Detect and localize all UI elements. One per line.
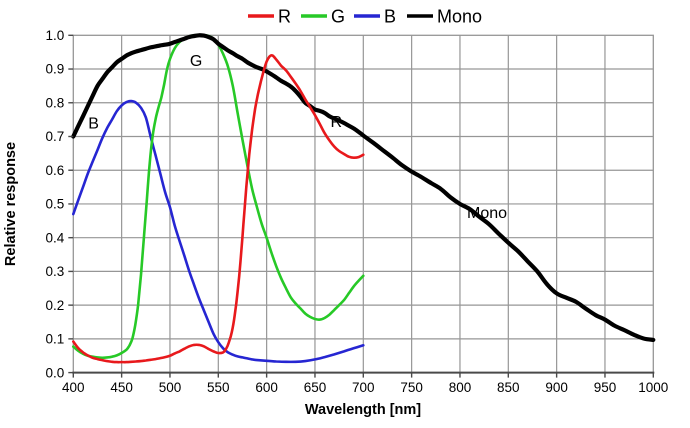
x-axis-title: Wavelength [nm]: [305, 402, 421, 418]
x-tick-label: 750: [400, 380, 423, 395]
ticks-layer: 400 450 500 550 600 650 700 750 800 850 900 950 1000…: [46, 28, 669, 395]
series-mono-curve: [71, 33, 656, 342]
x-tick-label: 950: [594, 380, 617, 395]
y-tick-label: 0.7: [46, 129, 65, 144]
y-tick-label: 0.4: [46, 230, 65, 245]
legend-item-r: R: [248, 7, 291, 27]
x-tick-label: 550: [207, 380, 230, 395]
legend-label-r: R: [278, 7, 291, 27]
x-tick-label: 700: [352, 380, 375, 395]
legend-item-b: B: [354, 7, 396, 27]
y-tick-label: 0.2: [46, 298, 65, 313]
legend-label-g: G: [331, 7, 345, 27]
y-tick-label: 0.8: [46, 95, 65, 110]
x-tick-label: 450: [110, 380, 133, 395]
curve-label-mono: Mono: [467, 205, 507, 222]
x-tick-label: 900: [545, 380, 568, 395]
y-tick-label: 1.0: [46, 28, 65, 43]
y-tick-label: 0.0: [46, 365, 65, 380]
x-tick-label: 650: [304, 380, 327, 395]
x-tick-label: 500: [159, 380, 182, 395]
x-tick-label: 600: [255, 380, 278, 395]
grid-layer: [72, 34, 655, 374]
curve-label-r: R: [330, 114, 342, 131]
y-tick-label: 0.1: [46, 332, 65, 347]
annotation-layer: B G R Mono: [88, 53, 507, 222]
y-tick-label: 0.9: [46, 62, 65, 77]
x-tick-label: 1000: [638, 380, 668, 395]
legend-label-mono: Mono: [437, 7, 482, 27]
y-tick-label: 0.3: [46, 264, 65, 279]
x-tick-label: 400: [62, 380, 85, 395]
y-axis-title: Relative response: [3, 142, 19, 266]
legend: R G B Mono: [248, 7, 482, 27]
y-tick-label: 0.5: [46, 197, 65, 212]
curves-layer: [71, 33, 656, 364]
series-b-curve: [72, 99, 365, 364]
legend-item-mono: Mono: [407, 7, 482, 27]
legend-item-g: G: [301, 7, 345, 27]
legend-label-b: B: [384, 7, 396, 27]
curve-label-g: G: [190, 53, 202, 70]
y-tick-label: 0.6: [46, 163, 65, 178]
x-tick-label: 800: [449, 380, 472, 395]
series-r-curve: [72, 54, 365, 364]
curve-label-b: B: [88, 115, 99, 132]
x-tick-label: 850: [497, 380, 520, 395]
